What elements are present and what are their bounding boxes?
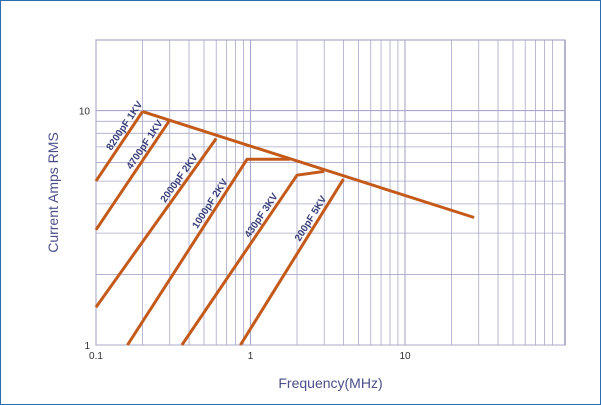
series-line <box>94 110 144 182</box>
x-tick-label: 10 <box>399 351 411 362</box>
x-tick-label: 0.1 <box>89 351 103 362</box>
plot-area <box>95 39 566 346</box>
series-line <box>94 119 171 231</box>
series-lines <box>94 110 475 346</box>
series-line <box>180 169 325 346</box>
y-tick-label: 1 <box>84 341 90 352</box>
x-axis-label: Frequency(MHz) <box>278 375 382 391</box>
series-line <box>126 157 290 346</box>
x-tick-label: 1 <box>248 351 254 362</box>
series-line <box>239 178 345 346</box>
y-axis-label: Current Amps RMS <box>45 132 61 253</box>
series-line <box>94 137 218 309</box>
series-line <box>142 110 475 219</box>
grid <box>95 39 565 346</box>
y-tick-label: 10 <box>79 107 91 118</box>
